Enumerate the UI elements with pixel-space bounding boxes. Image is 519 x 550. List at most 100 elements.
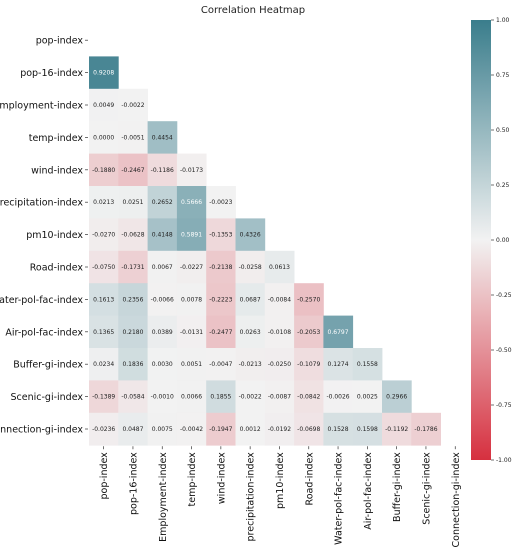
cell-value-label: -0.0628 xyxy=(121,232,144,239)
row-label: Connection-gi-index xyxy=(0,425,83,436)
heatmap-cell xyxy=(294,283,324,316)
heatmap-cell xyxy=(89,348,119,381)
heatmap-cell xyxy=(264,250,295,284)
cell-value-label: -0.1186 xyxy=(151,167,174,174)
heatmap-cell xyxy=(235,348,266,381)
cell-value-label: -0.0192 xyxy=(268,426,291,433)
heatmap-cell xyxy=(176,412,207,446)
cell-value-label: -0.0236 xyxy=(92,426,115,433)
heatmap-cell xyxy=(352,412,383,446)
heatmap-cell xyxy=(206,315,236,349)
heatmap-cell xyxy=(89,88,119,122)
cell-value-label: 0.4454 xyxy=(152,134,173,141)
cell-value-label: 0.0487 xyxy=(122,426,143,433)
heatmap-cell xyxy=(294,315,324,349)
row-label: Water-pol-fac-index xyxy=(0,295,83,306)
colorbar-tick-label: 0.50 xyxy=(496,127,510,134)
cell-value-label: 0.0213 xyxy=(93,199,114,206)
heatmap-cell xyxy=(147,348,178,381)
colorbar-tick-label: 0.75 xyxy=(496,72,510,79)
heatmap-cell xyxy=(118,186,148,219)
heatmap-cell xyxy=(147,186,178,219)
heatmap-cell xyxy=(147,380,178,414)
heatmap-cell xyxy=(323,412,354,446)
cell-value-label: 0.2966 xyxy=(386,394,407,401)
heatmap-cell xyxy=(206,218,236,252)
cell-value-label: -0.0750 xyxy=(92,264,115,271)
cell-value-label: -0.0227 xyxy=(180,264,203,271)
heatmap-cell xyxy=(89,218,119,252)
cell-value-label: 0.0066 xyxy=(181,394,202,401)
column-label: pop-index xyxy=(99,452,110,500)
heatmap-cell xyxy=(382,412,412,446)
cell-value-label: 0.0687 xyxy=(240,296,261,303)
cell-value-label: 0.0263 xyxy=(240,329,261,336)
colorbar-tick-label: -0.50 xyxy=(496,347,512,354)
heatmap-cell xyxy=(147,121,178,154)
chart-title: Correlation Heatmap xyxy=(201,5,305,16)
colorbar-tick-label: 1.00 xyxy=(496,17,510,24)
cell-value-label: 0.2652 xyxy=(152,199,173,206)
cell-value-label: 0.5891 xyxy=(181,232,202,239)
cell-value-label: 0.9208 xyxy=(93,70,114,77)
cell-value-label: 0.1274 xyxy=(328,361,349,368)
colorbar-tick-label: -1.00 xyxy=(496,457,512,464)
heatmap-cell xyxy=(323,380,354,414)
cell-value-label: -0.2570 xyxy=(297,296,320,303)
cell-value-label: 0.5666 xyxy=(181,199,202,206)
cell-value-label: -0.1389 xyxy=(92,394,115,401)
heatmap-cell xyxy=(118,283,148,316)
heatmap-cell xyxy=(147,153,178,187)
heatmap-cell xyxy=(264,283,295,316)
heatmap-cell xyxy=(176,250,207,284)
cell-value-label: -0.0010 xyxy=(151,394,174,401)
cell-value-label: -0.0066 xyxy=(151,296,174,303)
heatmap-cell xyxy=(206,186,236,219)
cell-value-label: 0.4148 xyxy=(152,232,173,239)
cell-value-label: 0.1836 xyxy=(122,361,143,368)
heatmap-cell xyxy=(294,348,324,381)
heatmap-cell xyxy=(206,380,236,414)
colorbar-tick-label: -0.75 xyxy=(496,402,512,409)
column-label: Water-pol-fac-index xyxy=(334,452,345,545)
row-label: pop-index xyxy=(36,36,84,47)
heatmap-cell xyxy=(235,283,266,316)
colorbar-gradient xyxy=(471,20,491,460)
column-label: Air-pol-fac-index xyxy=(363,452,374,530)
column-label: precipitation-index xyxy=(246,452,257,542)
heatmap-cell xyxy=(118,250,148,284)
cell-value-label: 0.0030 xyxy=(152,361,173,368)
row-label: wind-index xyxy=(31,165,83,176)
column-label: pm10-index xyxy=(275,452,286,509)
column-label: Scenic-gi-index xyxy=(421,452,432,525)
cell-value-label: -0.0087 xyxy=(268,394,291,401)
heatmap-cell xyxy=(206,283,236,316)
cell-value-label: -0.2053 xyxy=(297,329,320,336)
cell-value-label: -0.0047 xyxy=(209,361,232,368)
heatmap-cell xyxy=(118,121,148,154)
heatmap-cell xyxy=(118,218,148,252)
heatmap-cell xyxy=(323,348,354,381)
heatmap-cell xyxy=(176,283,207,316)
heatmap-cell xyxy=(176,186,207,219)
colorbar-tick-label: 0.25 xyxy=(496,182,510,189)
cell-value-label: 0.1613 xyxy=(93,296,114,303)
cell-value-label: 0.0025 xyxy=(357,394,378,401)
heatmap-cell xyxy=(294,380,324,414)
row-label: pop-16-index xyxy=(20,68,83,79)
heatmap-cell xyxy=(352,380,383,414)
cell-value-label: 0.0051 xyxy=(181,361,202,368)
heatmap-cell xyxy=(411,412,441,446)
column-label: Buffer-gi-index xyxy=(392,452,403,522)
heatmap-cell xyxy=(294,412,324,446)
row-label: Employment-index xyxy=(0,101,83,112)
heatmap-cell xyxy=(176,153,207,187)
cell-value-label: 0.1558 xyxy=(357,361,378,368)
heatmap-cell xyxy=(118,348,148,381)
cell-value-label: -0.2138 xyxy=(209,264,232,271)
heatmap-cell xyxy=(206,348,236,381)
cell-value-label: 0.0012 xyxy=(240,426,261,433)
heatmap-cell xyxy=(147,315,178,349)
heatmap-cell xyxy=(89,250,119,284)
cell-value-label: -0.0051 xyxy=(121,134,144,141)
